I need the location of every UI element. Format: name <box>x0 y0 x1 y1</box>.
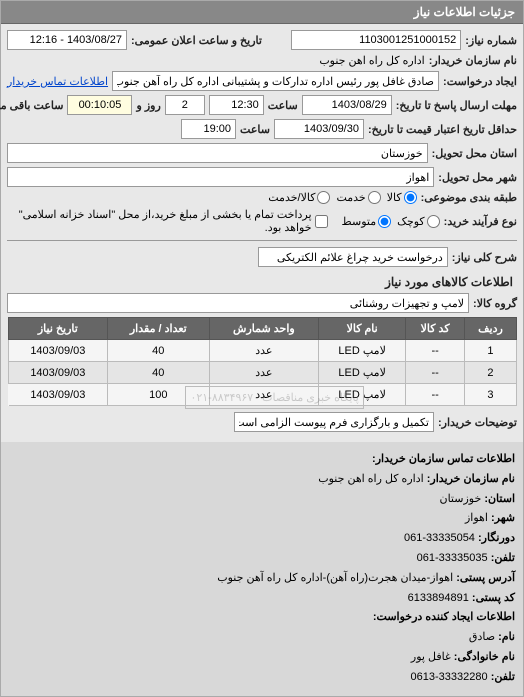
creator-input[interactable] <box>112 71 439 91</box>
table-row: 3 -- لامپ LED عدد 100 1403/09/03 پایگاه … <box>8 384 517 406</box>
lname-value: غافل پور <box>411 651 451 663</box>
need-desc-input[interactable] <box>258 247 448 267</box>
buyer-notes-input[interactable] <box>234 412 434 432</box>
fax-value: 33335054-061 <box>404 532 475 544</box>
days-input[interactable] <box>165 95 205 115</box>
delivery-state-label: استان محل تحویل: <box>432 147 517 160</box>
table-header-row: ردیف کد کالا نام کالا واحد شمارش تعداد /… <box>8 318 517 340</box>
th-date: تاریخ نیاز <box>8 318 107 340</box>
form-body: شماره نیاز: تاریخ و ساعت اعلان عمومی: نا… <box>1 24 523 442</box>
payment-checkbox[interactable] <box>315 215 328 228</box>
subject-type-label: طبقه بندی موضوعی: <box>421 191 517 204</box>
radio-goods-service[interactable] <box>317 191 330 204</box>
table-row: 1 -- لامپ LED عدد 40 1403/09/03 <box>8 340 517 362</box>
delivery-state-input[interactable] <box>7 143 428 163</box>
payment-note-wrap: پرداخت تمام یا بخشی از مبلغ خرید،از محل … <box>7 208 328 234</box>
separator <box>7 240 517 241</box>
radio-medium[interactable] <box>378 215 391 228</box>
deadline-label: مهلت ارسال پاسخ تا تاریخ: <box>396 99 517 112</box>
price-valid-time-label: ساعت <box>240 123 270 136</box>
process-type-group: کوچک متوسط <box>342 215 440 228</box>
remain-input <box>67 95 132 115</box>
th-name: نام کالا <box>319 318 406 340</box>
opt-goods[interactable]: کالا <box>387 191 417 204</box>
deadline-time-label: ساعت <box>268 99 298 112</box>
postal-label: آدرس پستی: <box>456 572 515 584</box>
th-index: ردیف <box>464 318 516 340</box>
info-section2-title: اطلاعات ایجاد کننده درخواست: <box>373 611 515 623</box>
process-type-label: نوع فرآیند خرید: <box>444 215 517 228</box>
th-code: کد کالا <box>406 318 465 340</box>
need-number-label: شماره نیاز: <box>465 34 517 47</box>
lname-label: نام خانوادگی: <box>454 651 515 663</box>
buyer-notes-label: توضیحات خریدار: <box>438 416 517 429</box>
price-valid-date-input[interactable] <box>274 119 364 139</box>
city-value: اهواز <box>465 512 488 524</box>
goods-table: ردیف کد کالا نام کالا واحد شمارش تعداد /… <box>7 317 517 406</box>
need-desc-label: شرح کلی نیاز: <box>452 251 517 264</box>
delivery-city-input[interactable] <box>7 167 434 187</box>
fname-label: نام: <box>498 631 515 643</box>
goods-section-title: اطلاعات کالاهای مورد نیاز <box>11 275 513 289</box>
state-label: استان: <box>484 493 515 505</box>
deadline-time-input[interactable] <box>209 95 264 115</box>
phone-value: 33335035-061 <box>417 552 488 564</box>
buyer-label: نام سازمان خریدار: <box>429 54 517 67</box>
creator-label: ایجاد درخواست: <box>443 75 517 88</box>
need-number-input[interactable] <box>291 30 461 50</box>
opt-goods-service[interactable]: کالا/خدمت <box>268 191 330 204</box>
info-section1-title: اطلاعات تماس سازمان خریدار: <box>372 453 515 465</box>
deadline-date-input[interactable] <box>302 95 392 115</box>
announce-label: تاریخ و ساعت اعلان عمومی: <box>131 34 262 47</box>
postcode-label: کد پستی: <box>472 592 515 604</box>
days-label: روز و <box>136 99 160 112</box>
announce-input[interactable] <box>7 30 127 50</box>
fax-label: دورنگار: <box>478 532 515 544</box>
state-value: خوزستان <box>439 493 481 505</box>
opt-small[interactable]: کوچک <box>397 215 440 228</box>
tel-label: تلفن: <box>491 671 515 683</box>
buyer-value: اداره کل راه اهن جنوب <box>319 54 424 67</box>
table-row: 2 -- لامپ LED عدد 40 1403/09/03 <box>8 362 517 384</box>
th-unit: واحد شمارش <box>209 318 318 340</box>
org-name: اداره کل راه اهن جنوب <box>318 473 423 485</box>
opt-service[interactable]: خدمت <box>336 191 380 204</box>
postcode-value: 6133894891 <box>408 592 469 604</box>
delivery-city-label: شهر محل تحویل: <box>438 171 517 184</box>
fname-value: صادق <box>469 631 495 643</box>
radio-service[interactable] <box>368 191 381 204</box>
panel-title: جزئیات اطلاعات نیاز <box>1 1 523 24</box>
phone-label: تلفن: <box>491 552 515 564</box>
th-qty: تعداد / مقدار <box>107 318 209 340</box>
tel-value: 33332280-0613 <box>411 671 488 683</box>
org-name-label: نام سازمان خریدار: <box>427 473 515 485</box>
subject-type-group: کالا خدمت کالا/خدمت <box>268 191 416 204</box>
payment-note: پرداخت تمام یا بخشی از مبلغ خرید،از محل … <box>7 208 312 234</box>
goods-group-label: گروه کالا: <box>473 297 517 310</box>
radio-goods[interactable] <box>404 191 417 204</box>
price-valid-time-input[interactable] <box>181 119 236 139</box>
radio-small[interactable] <box>427 215 440 228</box>
details-panel: جزئیات اطلاعات نیاز شماره نیاز: تاریخ و … <box>0 0 524 697</box>
postal-value: اهواز-میدان هجرت(راه آهن)-اداره کل راه آ… <box>217 572 453 584</box>
contact-link[interactable]: اطلاعات تماس خریدار <box>7 75 108 88</box>
price-valid-label: حداقل تاریخ اعتبار قیمت تا تاریخ: <box>368 123 517 136</box>
opt-medium[interactable]: متوسط <box>342 215 392 228</box>
city-label: شهر: <box>491 512 515 524</box>
info-block: اطلاعات تماس سازمان خریدار: نام سازمان خ… <box>1 442 523 696</box>
goods-group-input[interactable] <box>7 293 469 313</box>
remain-label: ساعت باقی مانده <box>0 99 63 112</box>
